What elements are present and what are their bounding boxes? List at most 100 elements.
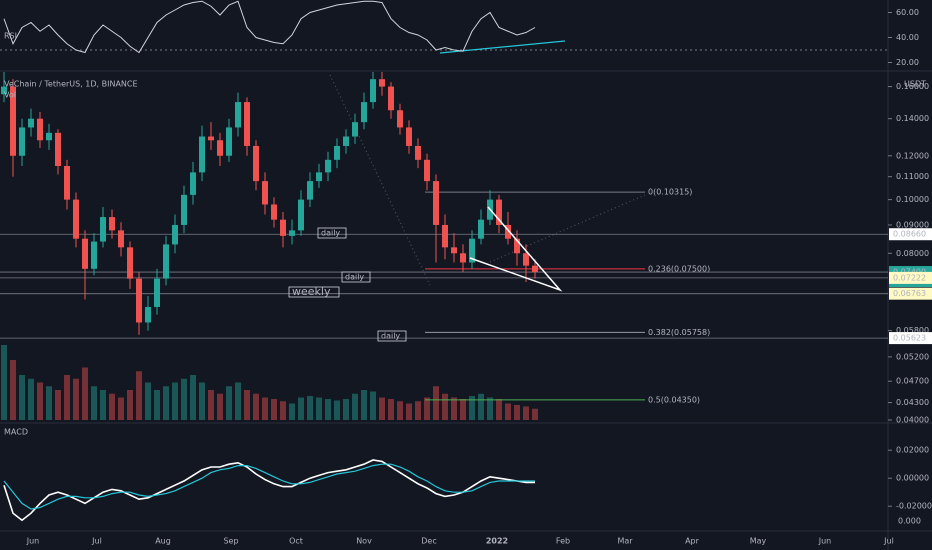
volume-bar [352, 393, 358, 420]
candle-body [10, 86, 16, 156]
volume-bar [19, 375, 25, 420]
volume-bar [226, 386, 232, 420]
candle-body [379, 79, 385, 87]
symbol-title: VeChain / TetherUS, 1D, BINANCE [4, 80, 138, 89]
volume-bar [217, 393, 223, 420]
candle-body [82, 238, 88, 269]
candle-body [496, 199, 502, 225]
x-tick-label: May [750, 537, 767, 546]
volume-title: Vol [4, 91, 16, 100]
annotation-box [317, 227, 347, 239]
rsi-title: RSI [4, 32, 17, 41]
price-badge [889, 287, 932, 300]
volume-bar [487, 397, 493, 420]
x-tick-label: Dec [421, 537, 436, 546]
y-tick-label: 0.04700 [896, 377, 929, 386]
candle-body [28, 118, 34, 128]
candle-body [46, 132, 52, 141]
volume-bar [199, 382, 205, 420]
y-tick-label: 0.05200 [896, 352, 929, 361]
volume-bar [316, 397, 322, 420]
candle-body [109, 217, 115, 231]
candle-body [55, 132, 61, 167]
y-tick-label: 0.00000 [896, 474, 929, 483]
x-tick-label: Sep [223, 537, 238, 546]
volume-bar [307, 396, 313, 420]
candle-body [505, 224, 511, 239]
candle-body [289, 230, 295, 236]
volume-bar [208, 390, 214, 420]
annotation-box [377, 330, 407, 342]
candle-body [136, 278, 142, 323]
candle-body [37, 118, 43, 141]
volume-bar [28, 378, 34, 420]
volume-bar [172, 382, 178, 420]
candle-body [397, 110, 403, 128]
fib-trend [329, 74, 431, 286]
y-tick-label: 0.11000 [896, 172, 929, 181]
candle-body [1, 86, 7, 95]
price-badge-label: 0.05623 [893, 334, 926, 343]
line [3, 459, 535, 522]
candle-body [361, 102, 367, 123]
x-tick-label: Jul [883, 537, 894, 546]
candle-body [145, 306, 151, 323]
candle-body [460, 253, 466, 263]
annotation: weekly [292, 285, 331, 298]
y-tick-label: 0.04300 [896, 398, 929, 407]
candle-body [118, 230, 124, 248]
volume-bar [118, 397, 124, 420]
volume-bar [280, 401, 286, 420]
volume-bar [10, 360, 16, 420]
volume-bar [145, 382, 151, 420]
candle-body [244, 102, 250, 146]
macd-pane [3, 459, 535, 522]
x-tick-label: Jul [91, 537, 102, 546]
candle-body [424, 159, 430, 182]
y-tick-label: -0.02000 [896, 502, 932, 511]
volume-bar [64, 375, 70, 420]
candle-body [415, 145, 421, 160]
price-badge-label: 0.06763 [893, 289, 926, 298]
annotation-box [341, 271, 371, 283]
volume-bar [190, 375, 196, 420]
x-tick-label: Aug [155, 537, 171, 546]
volume-bar [82, 367, 88, 420]
volume-bar [442, 393, 448, 420]
candle-body [442, 224, 448, 248]
rsi-pane [3, 0, 536, 54]
volume-bar [37, 382, 43, 420]
price-badge [889, 228, 932, 241]
volume-bar [1, 345, 7, 420]
macd-title: MACD [4, 428, 28, 437]
y-tick-label: 60.00 [896, 8, 919, 17]
volume-bar [334, 400, 340, 420]
volume-bar [532, 408, 538, 420]
candle-body [19, 127, 25, 156]
volume-bar [397, 401, 403, 420]
candle-body [190, 172, 196, 195]
annotation: daily [345, 273, 364, 282]
line [3, 0, 536, 54]
x-tick-label: Jun [26, 537, 40, 546]
candle-body [532, 265, 538, 273]
candle-body [388, 86, 394, 111]
volume-bar [271, 399, 277, 420]
annotation-box [288, 286, 340, 298]
candle-body [298, 199, 304, 231]
candle-body [433, 181, 439, 225]
volume-bar [109, 393, 115, 420]
volume-bar [388, 399, 394, 420]
y-tick-label: 0.08000 [896, 249, 929, 258]
wedge [469, 206, 563, 292]
line [3, 463, 535, 510]
x-tick-label: Oct [289, 537, 303, 546]
candle-body [316, 172, 322, 182]
volume-bar [406, 403, 412, 420]
volume-bar [289, 403, 295, 420]
volume-bar [262, 397, 268, 420]
candle-body [208, 136, 214, 141]
volume-bar [415, 401, 421, 420]
